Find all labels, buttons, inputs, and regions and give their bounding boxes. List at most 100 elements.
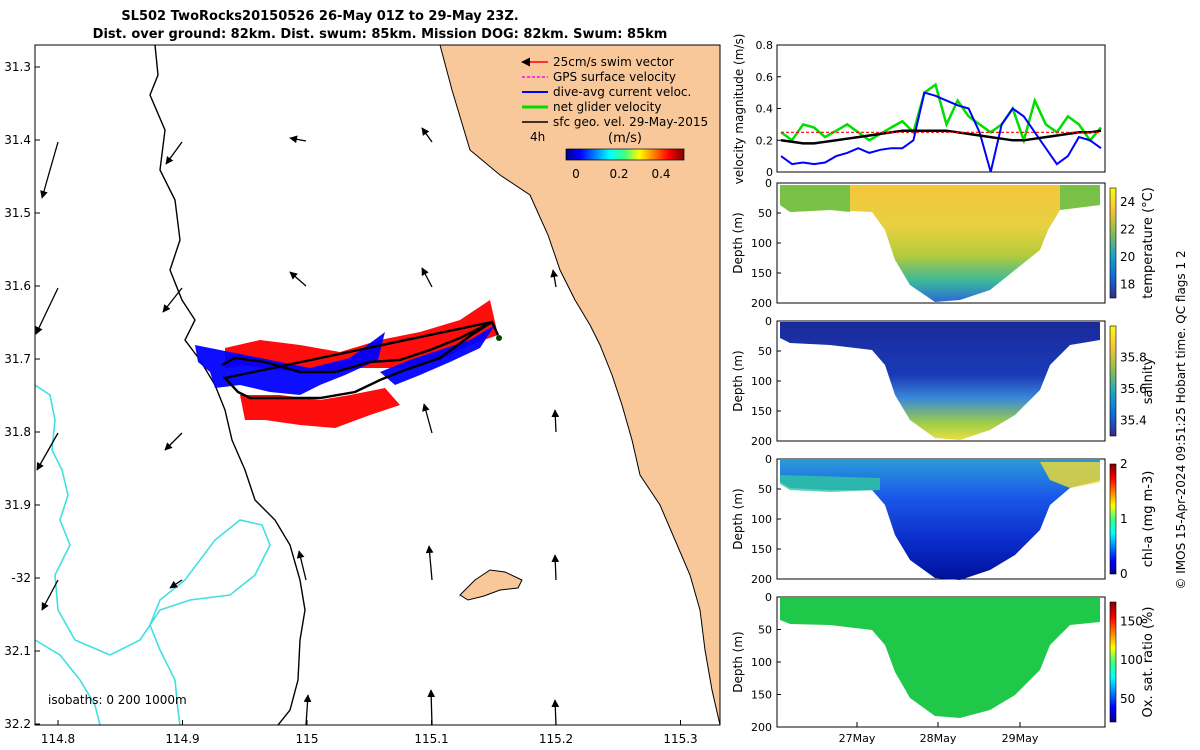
legend-label: sfc geo. vel. 29-May-2015 — [553, 115, 708, 129]
geo-arrow — [36, 432, 59, 471]
map-panel: 114.8 114.9 115 115.1 115.2 115.3 31.331.431.… — [4, 44, 721, 746]
depth-tick-label: 200 — [751, 435, 772, 448]
velocity-y-ticks: 0 0.2 0.4 0.6 0.8 — [756, 39, 781, 179]
geo-arrow — [551, 409, 560, 433]
geo-velocity-arrows — [35, 127, 560, 725]
colorbar-tick: 0.2 — [609, 167, 628, 181]
map-frame — [34, 44, 721, 726]
legend-item-swim: 25cm/s swim vector — [521, 55, 674, 69]
geo-arrow — [289, 271, 307, 287]
depth-tick-label: 0 — [765, 453, 772, 466]
velocity-tick-label: 0.6 — [756, 71, 774, 84]
geo-arrow — [164, 432, 183, 451]
depth-tick-label: 100 — [751, 237, 772, 250]
geo-arrow — [422, 403, 433, 434]
temperature-section — [780, 185, 1100, 302]
current-vectors-east — [380, 325, 495, 385]
legend-item-geo: sfc geo. vel. 29-May-2015 — [522, 115, 708, 129]
depth-tick-label: 200 — [751, 573, 772, 586]
title-line-2: Dist. over ground: 82km. Dist. swum: 85k… — [93, 27, 668, 42]
colorbar-tick-label: 18 — [1120, 277, 1135, 291]
colorbar-tick-label: 100 — [1120, 653, 1143, 667]
colorbar-label: salinity — [1141, 357, 1156, 404]
legend-label: GPS surface velocity — [553, 70, 676, 84]
depth-tick-label: 100 — [751, 513, 772, 526]
velocity-tick-label: 0.4 — [756, 103, 774, 116]
depth-tick-label: 150 — [751, 405, 772, 418]
depth-tick-label: 0 — [765, 591, 772, 604]
section-colorbar — [1109, 325, 1117, 437]
depth-tick-label: 0 — [765, 177, 772, 190]
velocity-series-line — [780, 82, 1102, 145]
section-colorbar — [1109, 601, 1117, 723]
velocity-panel: 0 0.2 0.4 0.6 0.8 velocity magnitude (m/s) — [732, 34, 1106, 184]
footer-note: © IMOS 15-Apr-2024 09:51:25 Hobart time.… — [1174, 250, 1188, 589]
colorbar-tick-label: 50 — [1120, 692, 1135, 706]
geo-arrow — [41, 579, 59, 611]
y-tick-label: 31.6 — [4, 279, 31, 293]
y-tick-label: 32.2 — [4, 717, 31, 731]
colorbar-tick: 0 — [572, 167, 580, 181]
colorbar-tick-label: 24 — [1120, 195, 1135, 209]
geo-arrow — [421, 267, 433, 288]
oxygen-section — [780, 598, 1100, 718]
salinity-panel — [776, 320, 1106, 442]
map-y-ticks: 31.3 31.4 31.5 31.6 31.7 31.8 31.9 -32 32.1 32.2 — [4, 60, 40, 731]
time-tick-label: 27May — [839, 732, 876, 745]
depth-tick-label: 0 — [765, 315, 772, 328]
temperature-surface-band — [780, 185, 1100, 212]
island — [459, 569, 523, 601]
depth-tick-label: 200 — [751, 721, 772, 734]
time-label: 4h — [530, 130, 545, 144]
speed-colorbar — [565, 148, 685, 161]
geo-arrow — [40, 141, 59, 199]
y-tick-label: 31.5 — [4, 206, 31, 220]
velocity-tick-label: 0.2 — [756, 134, 774, 147]
depth-tick-label: 50 — [758, 624, 772, 637]
depth-axis-label: Depth (m) — [731, 631, 745, 692]
depth-tick-label: 150 — [751, 267, 772, 280]
colorbar-tick-label: 35.6 — [1120, 382, 1147, 396]
isobaths-label: isobaths: 0 200 1000m — [48, 693, 187, 707]
y-tick-label: 31.7 — [4, 352, 31, 366]
isobath-1000m — [35, 384, 271, 725]
x-tick-label: 115.1 — [414, 732, 448, 746]
colorbar-label: Ox. sat. ratio (%) — [1141, 607, 1156, 718]
time-axis: 27May 28May 29May — [839, 722, 1039, 745]
x-tick-label: 115.3 — [663, 732, 697, 746]
glider-track — [221, 320, 500, 400]
map-x-ticks: 114.8 114.9 115 115.1 115.2 115.3 — [41, 720, 698, 746]
y-tick-label: 31.9 — [4, 498, 31, 512]
geo-arrow — [35, 287, 59, 335]
colorbar-label: temperature (°C) — [1141, 187, 1156, 299]
depth-tick-label: 100 — [751, 375, 772, 388]
temperature-panel — [776, 182, 1106, 304]
colorbar-unit: (m/s) — [608, 131, 642, 146]
geo-arrow — [303, 694, 312, 725]
colorbar-tick-label: 20 — [1120, 250, 1135, 264]
depth-axis-label: Depth (m) — [731, 488, 745, 549]
map-legend: 25cm/s swim vector GPS surface velocity … — [521, 55, 708, 181]
title-line-1: SL502 TwoRocks20150526 26-May 01Z to 29-… — [121, 9, 518, 24]
chla-surface-band — [780, 475, 880, 492]
x-tick-label: 115.2 — [539, 732, 573, 746]
chla-bloom — [1040, 462, 1100, 488]
depth-tick-label: 150 — [751, 689, 772, 702]
depth-tick-label: 50 — [758, 345, 772, 358]
y-tick-label: -32 — [11, 571, 31, 585]
legend-label: dive-avg current veloc. — [553, 85, 691, 99]
legend-item-gps: GPS surface velocity — [522, 70, 676, 84]
geo-arrow — [421, 127, 433, 143]
colorbar-label: chl-a (mg m-3) — [1141, 471, 1156, 568]
velocity-tick-label: 0 — [766, 166, 773, 179]
depth-axis-label: Depth (m) — [731, 350, 745, 411]
geo-arrow — [425, 545, 434, 581]
glider-position — [496, 335, 502, 341]
depth-tick-label: 50 — [758, 207, 772, 220]
velocity-tick-label: 0.8 — [756, 39, 774, 52]
oxygen-panel — [776, 596, 1106, 728]
legend-item-current: dive-avg current veloc. — [522, 85, 691, 99]
depth-axis-label: Depth (m) — [731, 212, 745, 273]
